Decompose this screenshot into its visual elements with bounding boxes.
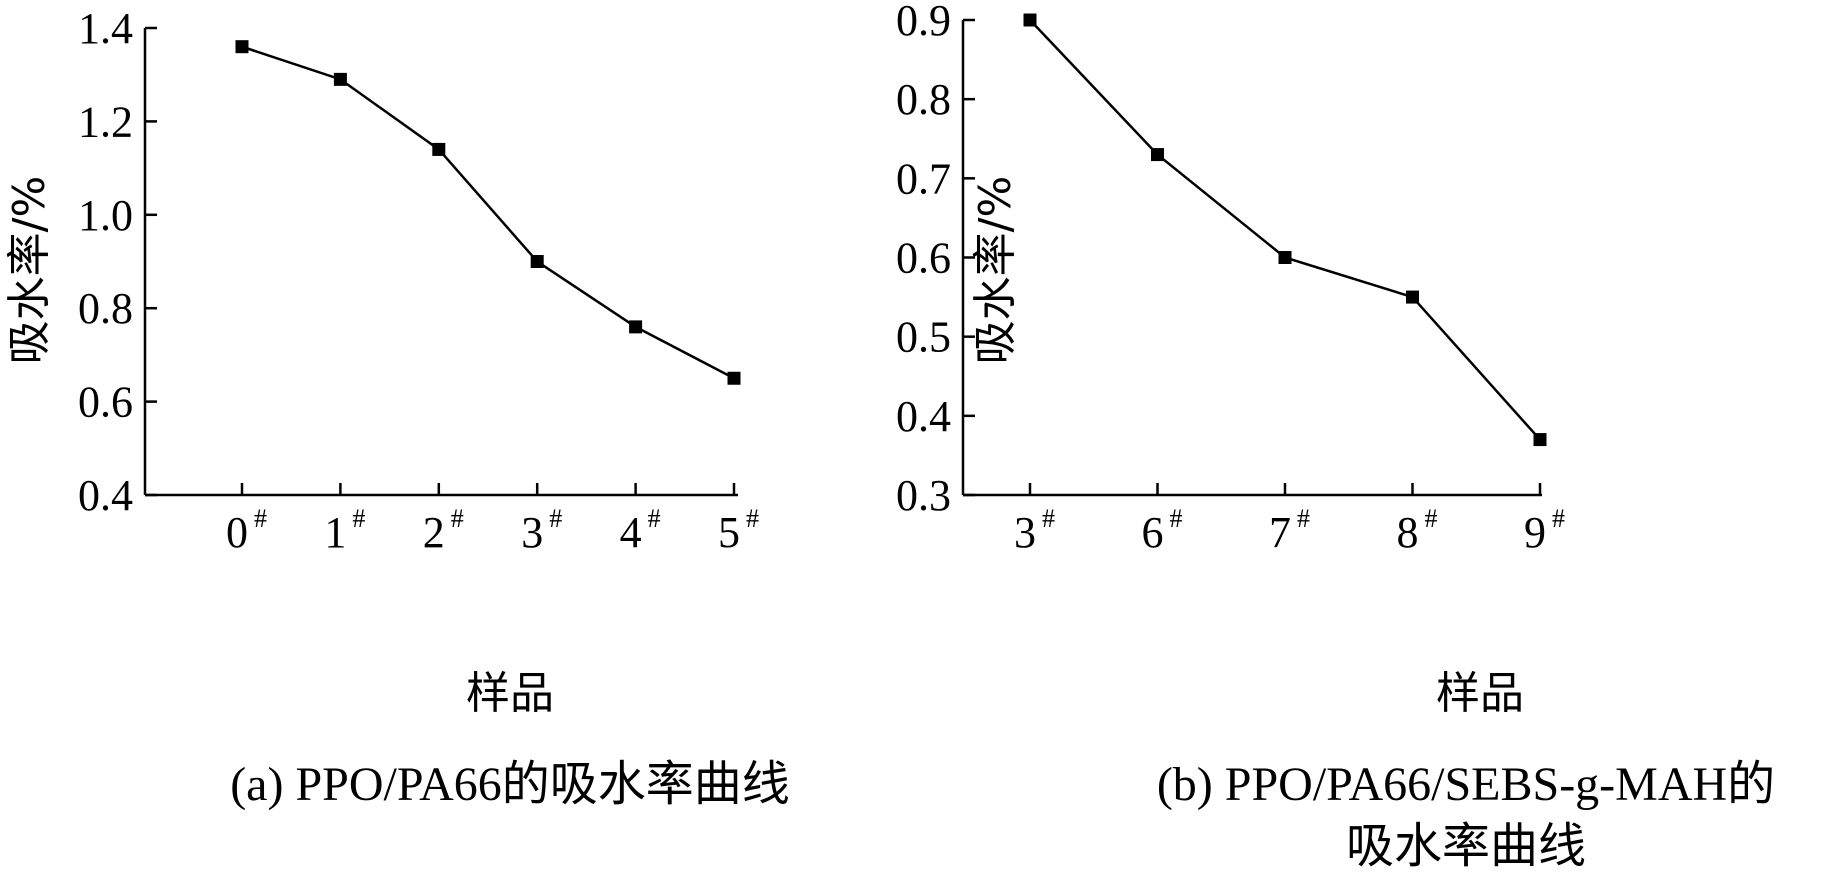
a-x-tick-label: 0 [226,508,248,557]
a-y-tick-label: 0.4 [78,471,133,520]
b-y-tick-label: 0.4 [896,392,951,441]
chart-b-caption-line-2: 吸水率曲线 [1346,820,1586,873]
a-data-point [333,72,347,86]
chart-a: 0.40.60.81.01.21.4 0 #1 #2 #3 #4 #5 # 样品 吸水率/%… [4,4,790,811]
b-data-point [1533,433,1547,447]
a-series-line [241,45,735,380]
chart-b-xlabel: 样品 [1436,668,1524,719]
a-x-tick-label: 2 [423,508,445,557]
chart-b-ylabel: 吸水率/% [970,176,1021,365]
b-y-tick-label: 0.6 [896,234,951,283]
chart-a-axes [143,28,738,497]
b-x-tick-label: 3 [1014,508,1036,557]
b-x-tick-label: 9 [1524,508,1546,557]
chart-b-x-ticks: 3 #6 #7 #8 #9 # [1014,483,1565,557]
a-data-point [629,320,643,334]
a-x-tick-suffix: # [451,504,464,533]
b-data-point [1151,148,1164,162]
a-y-tick-label: 1.4 [78,4,133,53]
b-x-tick-label: 7 [1269,508,1291,557]
b-data-point [1406,290,1419,304]
a-x-tick-suffix: # [352,504,365,533]
b-x-tick-suffix: # [1042,504,1055,533]
chart-a-y-ticks: 0.4 0.6 0.8 1.0 1.2 1.4 [78,4,157,520]
b-y-tick-label: 0.3 [896,471,951,520]
a-data-point [727,371,741,385]
b-data-point [1023,13,1037,27]
b-y-tick-label: 0.7 [896,154,951,203]
b-y-tick-label: 0.9 [896,0,951,45]
chart-a-xlabel: 样品 [466,668,554,719]
b-x-tick-suffix: # [1297,504,1310,533]
b-y-tick-label: 0.8 [896,75,951,124]
b-x-tick-suffix: # [1425,504,1438,533]
a-data-point [235,40,249,54]
chart-a-x-ticks: 0 #1 #2 #3 #4 #5 # [226,483,759,557]
b-x-tick-suffix: # [1552,504,1565,533]
a-data-point [432,142,446,156]
chart-b-caption-line-1: (b) PPO/PA66/SEBS-g-MAH的 [1157,758,1775,811]
chart-b-y-ticks: 0.3 0.4 0.5 0.6 0.7 0.8 0.9 [896,0,975,520]
chart-b-axes [961,20,1542,497]
a-y-tick-label: 0.6 [78,378,133,427]
a-y-tick-label: 0.8 [78,284,133,333]
chart-a-ylabel: 吸水率/% [4,176,55,365]
a-x-tick-label: 5 [718,508,740,557]
chart-b-series [1023,13,1547,447]
b-series-line [1029,19,1541,441]
chart-a-series [235,40,741,385]
a-data-point [530,255,544,268]
b-x-tick-suffix: # [1170,504,1183,533]
chart-b: 0.30.40.50.60.70.80.9 3 #6 #7 #8 #9 # 样品 吸水率/… [896,0,1775,873]
b-y-tick-label: 0.5 [896,313,951,362]
chart-a-caption: (a) PPO/PA66的吸水率曲线 [230,758,790,811]
a-x-tick-suffix: # [549,504,562,533]
a-x-tick-label: 4 [620,508,642,557]
a-x-tick-suffix: # [746,504,759,533]
a-x-tick-suffix: # [648,504,661,533]
a-x-tick-label: 1 [324,508,346,557]
b-x-tick-label: 8 [1397,508,1419,557]
a-y-tick-label: 1.2 [78,97,133,146]
b-data-point [1278,251,1292,264]
a-x-tick-suffix: # [254,504,267,533]
a-x-tick-label: 3 [521,508,543,557]
b-x-tick-label: 6 [1142,508,1164,557]
a-y-tick-label: 1.0 [78,191,133,240]
